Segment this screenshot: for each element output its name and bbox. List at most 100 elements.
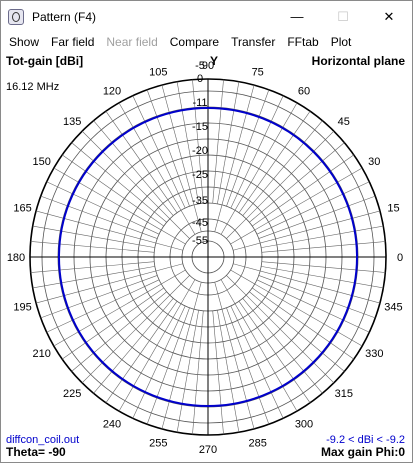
- grid-spoke: [214, 84, 255, 232]
- angle-label: 150: [33, 156, 51, 168]
- angle-label: 255: [149, 437, 167, 449]
- grid-spoke: [242, 120, 323, 216]
- pattern-app-icon[interactable]: [8, 8, 24, 25]
- menu-show[interactable]: Show: [9, 35, 40, 49]
- gain-label: -15: [192, 121, 208, 133]
- grid-spoke: [212, 79, 224, 204]
- angle-label: 105: [149, 67, 167, 79]
- gain-label: -55: [192, 235, 208, 247]
- angle-label: 210: [33, 348, 51, 360]
- grid-spoke: [192, 310, 204, 435]
- menu-near-field[interactable]: Near field: [106, 35, 158, 49]
- grid-spoke: [230, 269, 363, 347]
- grid-spoke: [161, 84, 202, 232]
- grid-spoke: [46, 181, 160, 235]
- grid-spoke: [105, 111, 178, 213]
- grid-spoke: [62, 154, 164, 227]
- gain-labels: -50 -11 -15 -20 -25 -35 -45 -55: [192, 60, 208, 247]
- angle-label: 270: [199, 444, 217, 456]
- grid-spoke: [132, 95, 186, 209]
- angle-label: 0: [397, 252, 403, 264]
- angle-label: 195: [13, 302, 31, 314]
- grid-spoke: [252, 154, 354, 227]
- grid-spoke: [230, 95, 284, 209]
- grid-spoke: [118, 279, 196, 412]
- grid-spoke: [46, 279, 160, 333]
- grid-spoke: [249, 291, 345, 372]
- polar-plot-area[interactable]: 0 15 30 45 60 75 90 105 120 135 150 165 180 195 210 225…: [1, 52, 412, 462]
- grid-spoke: [176, 81, 199, 204]
- menu-plot[interactable]: Plot: [330, 35, 352, 49]
- grid-spoke: [40, 275, 158, 319]
- grid-spoke: [214, 282, 255, 430]
- y-axis-label: Y: [210, 54, 218, 68]
- grid-spoke: [53, 167, 186, 245]
- window-controls: — ☐ ✕: [274, 1, 412, 32]
- grid-spoke: [105, 301, 178, 403]
- menu-far-field[interactable]: Far field: [51, 35, 95, 49]
- grid-spoke: [32, 266, 155, 289]
- grid-spoke: [118, 102, 196, 235]
- grid-spoke: [217, 310, 240, 433]
- grid-spoke: [226, 275, 335, 384]
- grid-spoke: [132, 305, 186, 419]
- gain-label: 0: [197, 73, 203, 85]
- grid-spoke: [249, 142, 345, 223]
- menu-bar: Show Far field Near field Compare Transf…: [1, 32, 412, 52]
- gain-label: -20: [192, 145, 208, 157]
- grid-spoke: [230, 167, 363, 245]
- grid-spoke: [220, 279, 298, 412]
- frequency-label: 16.12 MHz: [6, 81, 59, 93]
- angle-label: 285: [249, 437, 267, 449]
- max-gain-label: Max gain Phi:0: [321, 445, 405, 459]
- grid-spoke: [30, 261, 155, 273]
- grid-spoke: [261, 261, 386, 273]
- grid-spoke: [226, 130, 335, 239]
- grid-spoke: [81, 275, 190, 384]
- gain-label: -35: [192, 195, 208, 207]
- theta-label: Theta= -90: [6, 445, 66, 459]
- grid-spoke: [233, 263, 381, 304]
- grid-spoke: [93, 298, 174, 394]
- grid-spoke: [40, 195, 158, 239]
- grid-spoke: [258, 195, 376, 239]
- grid-spoke: [261, 241, 386, 253]
- menu-compare[interactable]: Compare: [169, 35, 220, 49]
- grid-spoke: [238, 111, 311, 213]
- grid-spoke: [93, 120, 174, 216]
- grid-spoke: [256, 279, 370, 333]
- minimize-button[interactable]: —: [290, 9, 304, 24]
- close-button[interactable]: ✕: [383, 8, 395, 24]
- grid-spoke: [176, 310, 199, 433]
- grid-spoke: [252, 287, 354, 360]
- grid-spoke: [35, 210, 183, 251]
- angle-label: 30: [368, 156, 380, 168]
- grid-spoke: [220, 102, 298, 235]
- plot-gain-title: Tot-gain [dBi]: [6, 54, 83, 68]
- angle-label: 315: [335, 388, 353, 400]
- maximize-button[interactable]: ☐: [337, 8, 349, 24]
- grid-spoke: [192, 79, 204, 204]
- polar-plot[interactable]: 0 15 30 45 60 75 90 105 120 135 150 165 180 195 210 225…: [1, 52, 412, 462]
- angle-label: 330: [365, 348, 383, 360]
- grid-spoke: [146, 89, 190, 207]
- gain-label: -45: [192, 217, 208, 229]
- grid-spoke: [71, 142, 167, 223]
- angle-label: 15: [387, 202, 399, 214]
- grid-spoke: [238, 301, 311, 403]
- angle-label: 45: [338, 116, 350, 128]
- title-bar[interactable]: Pattern (F4) — ☐ ✕: [1, 1, 412, 32]
- angle-label: 135: [63, 116, 81, 128]
- grid-spoke: [226, 89, 270, 207]
- menu-fftab[interactable]: FFtab: [287, 35, 319, 49]
- grid-spokes: [30, 79, 386, 435]
- angle-labels: 0 15 30 45 60 75 90 105 120 135 150 165 180 195 210 225…: [7, 60, 403, 456]
- gain-label: -25: [192, 169, 208, 181]
- menu-transfer[interactable]: Transfer: [231, 35, 276, 49]
- grid-spoke: [261, 266, 384, 289]
- gain-label: -11: [192, 97, 207, 109]
- angle-label: 225: [63, 388, 81, 400]
- grid-spoke: [242, 298, 323, 394]
- gain-label: -5: [195, 60, 205, 72]
